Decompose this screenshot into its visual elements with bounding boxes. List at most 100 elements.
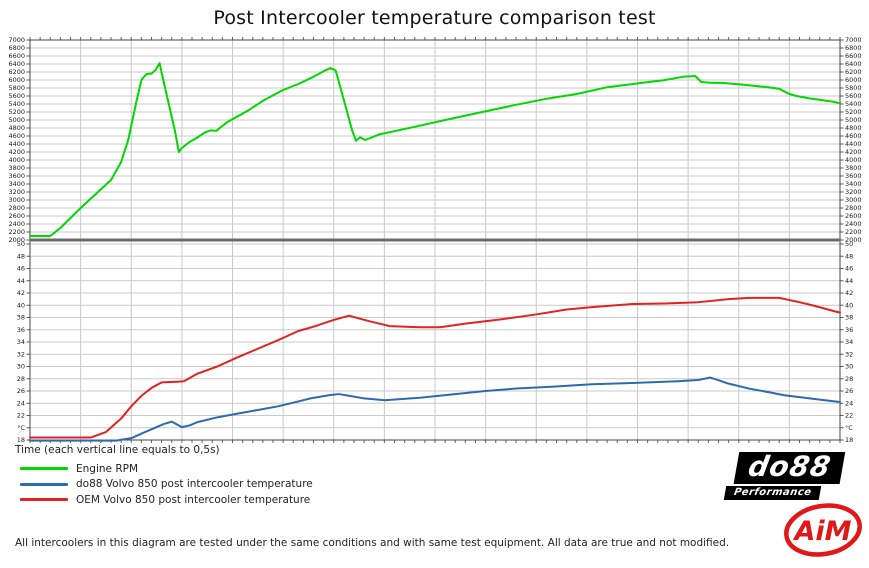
- axis-label-left: 22: [17, 412, 25, 420]
- axis-label-right: 26: [845, 387, 853, 395]
- axis-label-right: 3800: [845, 164, 862, 172]
- axis-label-left: 3000: [8, 196, 25, 204]
- do88-logo: do88 Performance: [723, 450, 846, 500]
- axis-label-right: 34: [845, 338, 853, 346]
- axis-label-left: 50: [17, 240, 25, 248]
- axis-label-left: 2600: [8, 212, 25, 220]
- axis-label-right: 4200: [845, 148, 862, 156]
- axis-label-right: 48: [845, 252, 853, 260]
- axis-label-left: 26: [17, 387, 25, 395]
- axis-label-left: 30: [17, 363, 25, 371]
- axis-label-right: 24: [845, 399, 853, 407]
- axis-label-right: 6400: [845, 60, 862, 68]
- axis-label-right: 3400: [845, 180, 862, 188]
- axis-label-left: 5400: [8, 100, 25, 108]
- axis-label-right: 30: [845, 363, 853, 371]
- aim-logo-text: AiM: [792, 516, 851, 547]
- axis-label-left: 28: [17, 375, 25, 383]
- axis-label-left: 3600: [8, 172, 25, 180]
- axis-label-left: 46: [17, 265, 25, 273]
- axis-label-right: 46: [845, 265, 853, 273]
- axis-label-right: 2200: [845, 228, 862, 236]
- axis-label-left: 5600: [8, 92, 25, 100]
- axis-label-right: 5000: [845, 116, 862, 124]
- axis-label-left: 24: [17, 399, 25, 407]
- axis-label-left: 18: [17, 436, 25, 444]
- legend-label: OEM Volvo 850 post intercooler temperatu…: [76, 493, 311, 506]
- axis-label-left: 4600: [8, 132, 25, 140]
- aim-logo: AiM: [784, 503, 862, 557]
- axis-label-right: 36: [845, 326, 853, 334]
- legend-line-swatch: [20, 467, 68, 470]
- axis-label-right: 2600: [845, 212, 862, 220]
- axis-label-right: 40: [845, 301, 853, 309]
- legend-line-swatch: [20, 498, 68, 501]
- axis-label-right: 6200: [845, 68, 862, 76]
- axis-label-right: 5400: [845, 100, 862, 108]
- axis-label-left: 2800: [8, 204, 25, 212]
- axis-label-left: 5200: [8, 108, 25, 116]
- axis-label-left: 2400: [8, 220, 25, 228]
- axis-label-left: 3200: [8, 188, 25, 196]
- axis-label-right: 6800: [845, 44, 862, 52]
- axis-label-left: 42: [17, 289, 25, 297]
- axis-label-right: 5600: [845, 92, 862, 100]
- axis-label-left: 6000: [8, 76, 25, 84]
- axis-label-left: 34: [17, 338, 25, 346]
- engine-rpm-line: [29, 62, 841, 237]
- axis-label-right: 2400: [845, 220, 862, 228]
- axis-label-left: 6200: [8, 68, 25, 76]
- axis-label-right: 3600: [845, 172, 862, 180]
- axis-label-left: 2200: [8, 228, 25, 236]
- legend-item-oem-temperature: OEM Volvo 850 post intercooler temperatu…: [20, 492, 313, 507]
- legend-line-swatch: [20, 482, 68, 486]
- axis-label-left: 6400: [8, 60, 25, 68]
- axis-label-right: 42: [845, 289, 853, 297]
- legend-item-do88-temperature: do88 Volvo 850 post intercooler temperat…: [20, 477, 313, 492]
- do88-logo-subtext: Performance: [723, 486, 822, 500]
- axis-label-left: 4800: [8, 124, 25, 132]
- axis-label-right: 6600: [845, 52, 862, 60]
- axis-label-right: 50: [845, 240, 853, 248]
- axis-label-left: 4400: [8, 140, 25, 148]
- axis-label-left: 44: [17, 277, 25, 285]
- axis-label-left: 3400: [8, 180, 25, 188]
- axis-label-right: 4800: [845, 124, 862, 132]
- axis-label-right: 5200: [845, 108, 862, 116]
- axis-label-left: 4200: [8, 148, 25, 156]
- axis-label-right: 28: [845, 375, 853, 383]
- axis-label-left: 38: [17, 314, 25, 322]
- do88-volvo-850-post-intercooler-temperature-line: [29, 376, 841, 442]
- axis-label-left: 6600: [8, 52, 25, 60]
- axis-label-right: 38: [845, 314, 853, 322]
- axis-label-left: °C: [17, 424, 25, 432]
- axis-label-left: 4000: [8, 156, 25, 164]
- axis-label-right: 22: [845, 412, 853, 420]
- axis-label-right: °C: [845, 424, 853, 432]
- axis-label-left: 32: [17, 350, 25, 358]
- axis-label-right: 18: [845, 436, 853, 444]
- legend-label: Engine RPM: [76, 462, 139, 475]
- legend: Engine RPM do88 Volvo 850 post intercool…: [20, 461, 313, 508]
- axis-label-left: 2000: [8, 236, 25, 244]
- axis-label-right: 32: [845, 350, 853, 358]
- axis-label-left: 40: [17, 301, 25, 309]
- axis-label-left: 5800: [8, 84, 25, 92]
- axis-label-left: 5000: [8, 116, 25, 124]
- axis-label-right: 3200: [845, 188, 862, 196]
- axis-label-right: 4000: [845, 156, 862, 164]
- axis-label-left: 48: [17, 252, 25, 260]
- axis-label-right: 7000: [845, 36, 862, 44]
- axis-label-right: 5800: [845, 84, 862, 92]
- oem-volvo-850-post-intercooler-temperature-line: [29, 296, 841, 439]
- axis-label-left: 3800: [8, 164, 25, 172]
- aim-logo-ellipse: [784, 503, 862, 557]
- axis-label-right: 2000: [845, 236, 862, 244]
- axis-label-right: 3000: [845, 196, 862, 204]
- do88-logo-text: do88: [733, 450, 846, 484]
- axis-label-left: 6800: [8, 44, 25, 52]
- axis-label-right: 4600: [845, 132, 862, 140]
- axis-label-right: 6000: [845, 76, 862, 84]
